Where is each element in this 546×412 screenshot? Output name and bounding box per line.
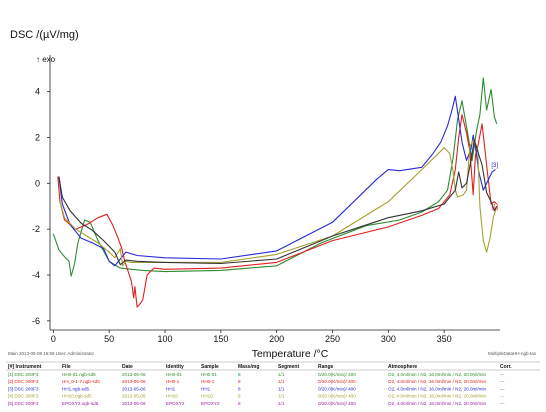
x-tick-label: 100 bbox=[157, 334, 172, 344]
legend-cell: 0/20.0(K/min)/ 400 bbox=[318, 394, 356, 399]
legend-cell: HH0-1 bbox=[201, 379, 215, 384]
legend-cell: 1/1 bbox=[278, 401, 285, 406]
series-end-label: [3] bbox=[491, 163, 498, 169]
x-tick-label: 0 bbox=[51, 334, 56, 344]
legend-header-cell: Sample bbox=[201, 364, 219, 370]
legend-cell: 2013-05-06 bbox=[122, 401, 146, 406]
legend-cell: 8 bbox=[238, 394, 241, 399]
y-tick-label: 2 bbox=[35, 133, 40, 143]
legend-cell: O2, 4.0ml/min / N2, 16.0ml/min / N2, 20.… bbox=[388, 401, 486, 406]
y-tick-label: -2 bbox=[32, 224, 40, 234]
x-tick-label: 350 bbox=[437, 334, 452, 344]
legend-cell: --- bbox=[500, 394, 505, 399]
y-tick-label: 0 bbox=[35, 178, 40, 188]
legend-header-cell: Range bbox=[318, 364, 334, 370]
x-tick-label: 200 bbox=[269, 334, 284, 344]
legend-cell: O2, 4.0ml/min / N2, 16.0ml/min / N2, 20.… bbox=[388, 386, 486, 391]
legend-cell: 8 bbox=[238, 386, 241, 391]
legend-cell: O2, 4.0ml/min / N2, 16.0ml/min / N2, 20.… bbox=[388, 379, 486, 384]
legend-cell: 0/20.0(K/min)/ 400 bbox=[318, 379, 356, 384]
series-line-epoxy2 bbox=[58, 139, 498, 266]
legend-header-cell: Identity bbox=[166, 364, 184, 370]
legend-cell: 2013-05-06 bbox=[122, 394, 146, 399]
legend-cell: [5] DSC 200F3 bbox=[8, 401, 39, 406]
legend-cell: HH_0-1-7.ngb-sd5 bbox=[62, 379, 100, 384]
y-tick-label: 4 bbox=[35, 87, 40, 97]
legend-header-cell: Atmosphere bbox=[388, 364, 417, 370]
legend-header-cell: Segment bbox=[278, 364, 299, 370]
legend-cell: 2013-05-06 bbox=[122, 386, 146, 391]
axes: -6 -4 -2 0 2 4 0 50 100 150 200 250 300 350 bbox=[32, 55, 500, 344]
legend-cell: --- bbox=[500, 372, 505, 377]
series-line-hh0-01 bbox=[52, 77, 498, 277]
legend-cell: 1/1 bbox=[278, 386, 285, 391]
y-axis-label: DSC /(µV/mg) bbox=[10, 29, 79, 41]
legend-cell: 0/20.0(K/min)/ 400 bbox=[318, 372, 356, 377]
x-tick-label: 300 bbox=[381, 334, 396, 344]
legend-cell: --- bbox=[500, 386, 505, 391]
legend-cell: HH0-01.ngb-sd5 bbox=[62, 372, 96, 377]
legend-cell: O2, 4.0ml/min / N2, 16.0ml/min / N2, 20.… bbox=[388, 394, 486, 399]
legend-cell: 8 bbox=[238, 379, 241, 384]
legend-header-cell: Date bbox=[122, 364, 133, 370]
legend-cell: HH10 bbox=[166, 394, 178, 399]
legend-cell: HH0-01 bbox=[166, 372, 182, 377]
legend-cell: HH1 bbox=[201, 386, 211, 391]
legend-cell: 1/1 bbox=[278, 379, 285, 384]
legend-cell: HH0-1 bbox=[166, 379, 180, 384]
legend-cell: 1/1 bbox=[278, 394, 285, 399]
legend-cell: 8 bbox=[238, 372, 241, 377]
x-tick-label: 150 bbox=[213, 334, 228, 344]
series-line-hh10 bbox=[59, 139, 498, 267]
series-line-hh1 bbox=[58, 95, 496, 267]
x-axis-label: Temperature /°C bbox=[252, 348, 329, 360]
legend-cell: 0/20.0(K/min)/ 400 bbox=[318, 401, 356, 406]
legend-cell: HH0-01 bbox=[201, 372, 217, 377]
legend-table: [#] Instrument File Date Identity Sample Mass… bbox=[6, 361, 540, 406]
legend-cell: 8 bbox=[238, 401, 241, 406]
legend-cell: 1/1 bbox=[278, 372, 285, 377]
x-tick-label: 50 bbox=[104, 334, 114, 344]
legend-cell: HH10 bbox=[201, 394, 213, 399]
legend-cell: [4] DSC 200F3 bbox=[8, 394, 39, 399]
legend-cell: HH10.ngb-sd5 bbox=[62, 394, 92, 399]
legend-cell: --- bbox=[500, 379, 505, 384]
legend-header-cell: File bbox=[62, 364, 71, 370]
y-tick-label: -4 bbox=[32, 270, 40, 280]
series-end-label: [1] bbox=[491, 204, 498, 210]
end-labels: [3] [1] bbox=[491, 163, 498, 210]
legend-cell: [3] DSC 200F3 bbox=[8, 386, 39, 391]
meta-right: MultipleDataHH-ngb-tas bbox=[488, 351, 537, 356]
legend-cell: [2] DSC 200F3 bbox=[8, 379, 39, 384]
legend-cell: 2013-05-06 bbox=[122, 372, 146, 377]
y-tick-label: -6 bbox=[32, 316, 40, 326]
meta-left: Main 2013-05-08 16:59 User: Administrato… bbox=[8, 351, 95, 356]
series-line-hh1-1 bbox=[57, 114, 498, 308]
legend-cell: EPOXY2.ngb-sd5 bbox=[62, 401, 99, 406]
legend-cell: EPOXY2 bbox=[201, 401, 220, 406]
legend-cell: --- bbox=[500, 401, 505, 406]
exo-direction-label: ↑ exo bbox=[36, 55, 56, 64]
series-layer bbox=[52, 77, 498, 308]
x-tick-label: 250 bbox=[325, 334, 340, 344]
legend-cell: 2013-05-06 bbox=[122, 379, 146, 384]
legend-cell: HH1 bbox=[166, 386, 176, 391]
legend-cell: 0/20.0(K/min)/ 400 bbox=[318, 386, 356, 391]
legend-cell: HH1.ngb-sd5 bbox=[62, 386, 90, 391]
legend-cell: EPOXY2 bbox=[166, 401, 185, 406]
legend-cell: O2, 4.0ml/min / N2, 16.0ml/min / N2, 20.… bbox=[388, 372, 486, 377]
legend-cell: [1] DSC 200F3 bbox=[8, 372, 39, 377]
legend-header-cell: Mass/mg bbox=[238, 364, 259, 370]
legend-header-cell: Corr. bbox=[500, 364, 512, 370]
legend-header-cell: [#] Instrument bbox=[8, 364, 42, 370]
